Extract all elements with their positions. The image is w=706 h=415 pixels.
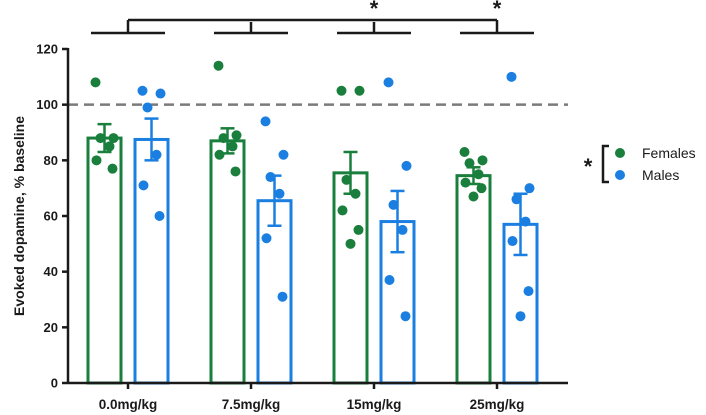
data-point-females-3-0 (459, 146, 470, 157)
significance-star-dose-3: * (493, 0, 502, 21)
data-point-females-2-6 (345, 238, 356, 249)
data-point-females-3-3 (473, 169, 484, 180)
data-point-females-0-0 (90, 77, 101, 88)
y-axis-title: Evoked dopamine, % baseline (11, 116, 27, 316)
data-point-males-0-5 (154, 211, 165, 221)
data-point-males-2-5 (400, 311, 411, 322)
x-tick-label-3: 25mg/kg (470, 397, 525, 412)
data-point-females-2-2 (341, 174, 352, 185)
data-point-males-0-4 (138, 180, 149, 191)
bar-females-3 (455, 174, 492, 385)
data-point-males-1-1 (278, 149, 289, 160)
data-point-males-1-5 (277, 291, 288, 302)
data-point-females-0-4 (91, 155, 102, 166)
data-point-females-2-3 (350, 188, 361, 199)
axes-layer: 0 20 40 60 80 100 120 0.0mg/kg 7.5mg/kg 15mg/kg 25… (11, 42, 568, 412)
data-point-males-2-3 (397, 224, 408, 235)
data-point-females-1-0 (213, 60, 224, 71)
data-point-females-0-1 (108, 133, 119, 144)
data-point-males-3-3 (520, 216, 531, 227)
bar-females-0 (86, 136, 123, 385)
data-point-females-0-2 (95, 133, 106, 144)
x-tick-label-1: 7.5mg/kg (222, 397, 281, 412)
x-tick-label-0: 0.0mg/kg (99, 397, 158, 412)
legend-significance-star: * (584, 154, 593, 179)
y-tick-label-100: 100 (36, 97, 58, 112)
data-point-females-3-5 (476, 183, 487, 194)
data-point-males-2-1 (401, 160, 412, 171)
y-tick-label-120: 120 (36, 42, 58, 57)
data-point-females-3-2 (464, 158, 475, 169)
data-point-males-0-0 (137, 85, 148, 96)
legend: Females Males * (584, 144, 696, 184)
data-point-males-0-2 (142, 102, 153, 113)
data-point-males-0-1 (155, 88, 166, 99)
data-point-males-1-4 (261, 233, 272, 244)
data-point-males-2-2 (388, 199, 399, 210)
data-point-females-2-0 (336, 85, 347, 96)
data-point-females-2-4 (337, 205, 348, 216)
x-tick-label-2: 15mg/kg (347, 397, 402, 412)
y-tick-label-80: 80 (44, 153, 58, 168)
data-point-females-0-5 (107, 163, 118, 174)
bar-males-1 (256, 199, 293, 385)
bars-layer (86, 136, 539, 385)
bar-females-2 (332, 171, 369, 385)
data-point-females-3-1 (477, 155, 488, 166)
data-point-males-2-4 (384, 275, 395, 286)
data-point-males-1-0 (260, 116, 271, 127)
data-point-males-1-2 (265, 172, 276, 183)
data-point-females-1-4 (214, 149, 225, 160)
data-point-males-3-4 (507, 236, 518, 247)
y-tick-label-20: 20 (44, 320, 58, 335)
bar-males-0 (133, 137, 170, 385)
data-point-females-2-5 (353, 224, 364, 235)
legend-bracket (601, 144, 609, 184)
legend-label-males: Males (642, 167, 679, 183)
bar-females-1 (209, 139, 246, 385)
y-tick-label-0: 0 (51, 376, 58, 391)
legend-marker-males (615, 170, 625, 180)
legend-marker-females (615, 148, 625, 158)
legend-label-females: Females (642, 145, 696, 161)
data-point-males-3-0 (506, 71, 517, 82)
data-point-females-0-3 (104, 141, 115, 152)
data-point-males-3-2 (511, 194, 522, 205)
data-point-males-3-1 (524, 183, 535, 194)
data-point-females-1-3 (227, 141, 238, 152)
points-layer (90, 60, 535, 322)
data-point-females-3-4 (460, 177, 471, 188)
data-point-females-1-2 (218, 133, 229, 144)
data-point-females-3-6 (468, 191, 479, 202)
significance-layer: * * (91, 0, 534, 35)
data-point-males-1-3 (274, 188, 285, 199)
data-point-females-1-1 (231, 130, 242, 141)
data-point-males-3-5 (523, 286, 534, 297)
y-tick-label-40: 40 (44, 264, 58, 279)
y-tick-label-60: 60 (44, 209, 58, 224)
data-point-males-2-0 (383, 77, 394, 88)
data-point-males-3-6 (515, 311, 526, 322)
data-point-females-2-1 (354, 85, 365, 96)
data-point-females-1-5 (230, 166, 241, 177)
significance-star-dose-2: * (370, 0, 379, 21)
data-point-males-0-3 (151, 149, 162, 160)
